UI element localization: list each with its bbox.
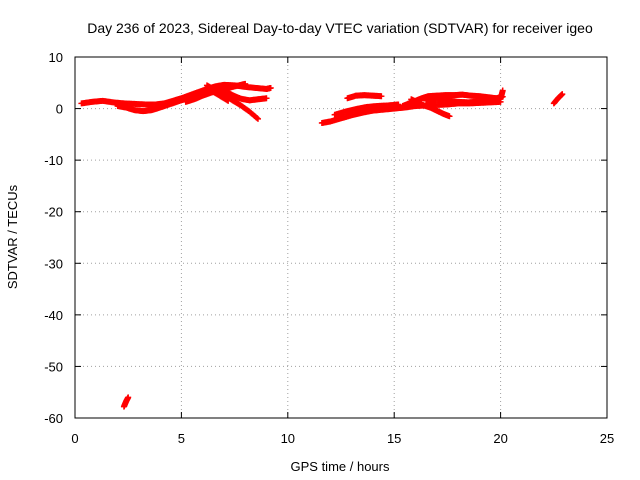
series-track-f (220, 87, 270, 104)
x-tick-label: 5 (178, 431, 185, 446)
y-tick-label: 10 (49, 50, 63, 65)
y-tick-label: -30 (44, 256, 63, 271)
data-point (446, 113, 453, 120)
series-track-c (182, 80, 249, 105)
data-point (125, 394, 132, 401)
y-tick-label: 0 (56, 102, 63, 117)
data-points (78, 80, 566, 410)
data-point (255, 115, 262, 122)
series-track-g (120, 394, 132, 410)
y-tick-label: -20 (44, 205, 63, 220)
data-point (225, 97, 232, 104)
series-track-i (331, 101, 402, 118)
y-axis-label: SDTVAR / TECUs (5, 184, 20, 289)
data-point (263, 95, 270, 102)
series-track-n (550, 91, 566, 107)
data-point (499, 87, 506, 94)
x-tick-label: 15 (387, 431, 401, 446)
plot-frame (74, 56, 608, 419)
x-tick-label: 10 (281, 431, 295, 446)
series-track-j (344, 92, 385, 102)
y-tick-label: -50 (44, 359, 63, 374)
y-tick-label: -10 (44, 153, 63, 168)
x-tick-label: 25 (600, 431, 614, 446)
chart-title: Day 236 of 2023, Sidereal Day-to-day VTE… (87, 20, 593, 36)
data-point (395, 101, 402, 108)
x-tick-label: 20 (493, 431, 507, 446)
y-tick-label: -60 (44, 411, 63, 426)
x-tick-label: 0 (71, 431, 78, 446)
data-point (254, 115, 261, 122)
axis-ticks: 0 5 10 15 20 25 10 0 -10 -20 -30 -40 -50 -60 (44, 50, 614, 446)
series-track-e (208, 87, 232, 104)
data-point (267, 84, 274, 91)
data-point (242, 80, 249, 87)
x-axis-label: GPS time / hours (291, 459, 390, 474)
data-point (559, 91, 566, 98)
series-track-m (423, 87, 506, 106)
data-point (378, 93, 385, 100)
series-track-l (408, 96, 453, 120)
y-tick-label: -40 (44, 308, 63, 323)
